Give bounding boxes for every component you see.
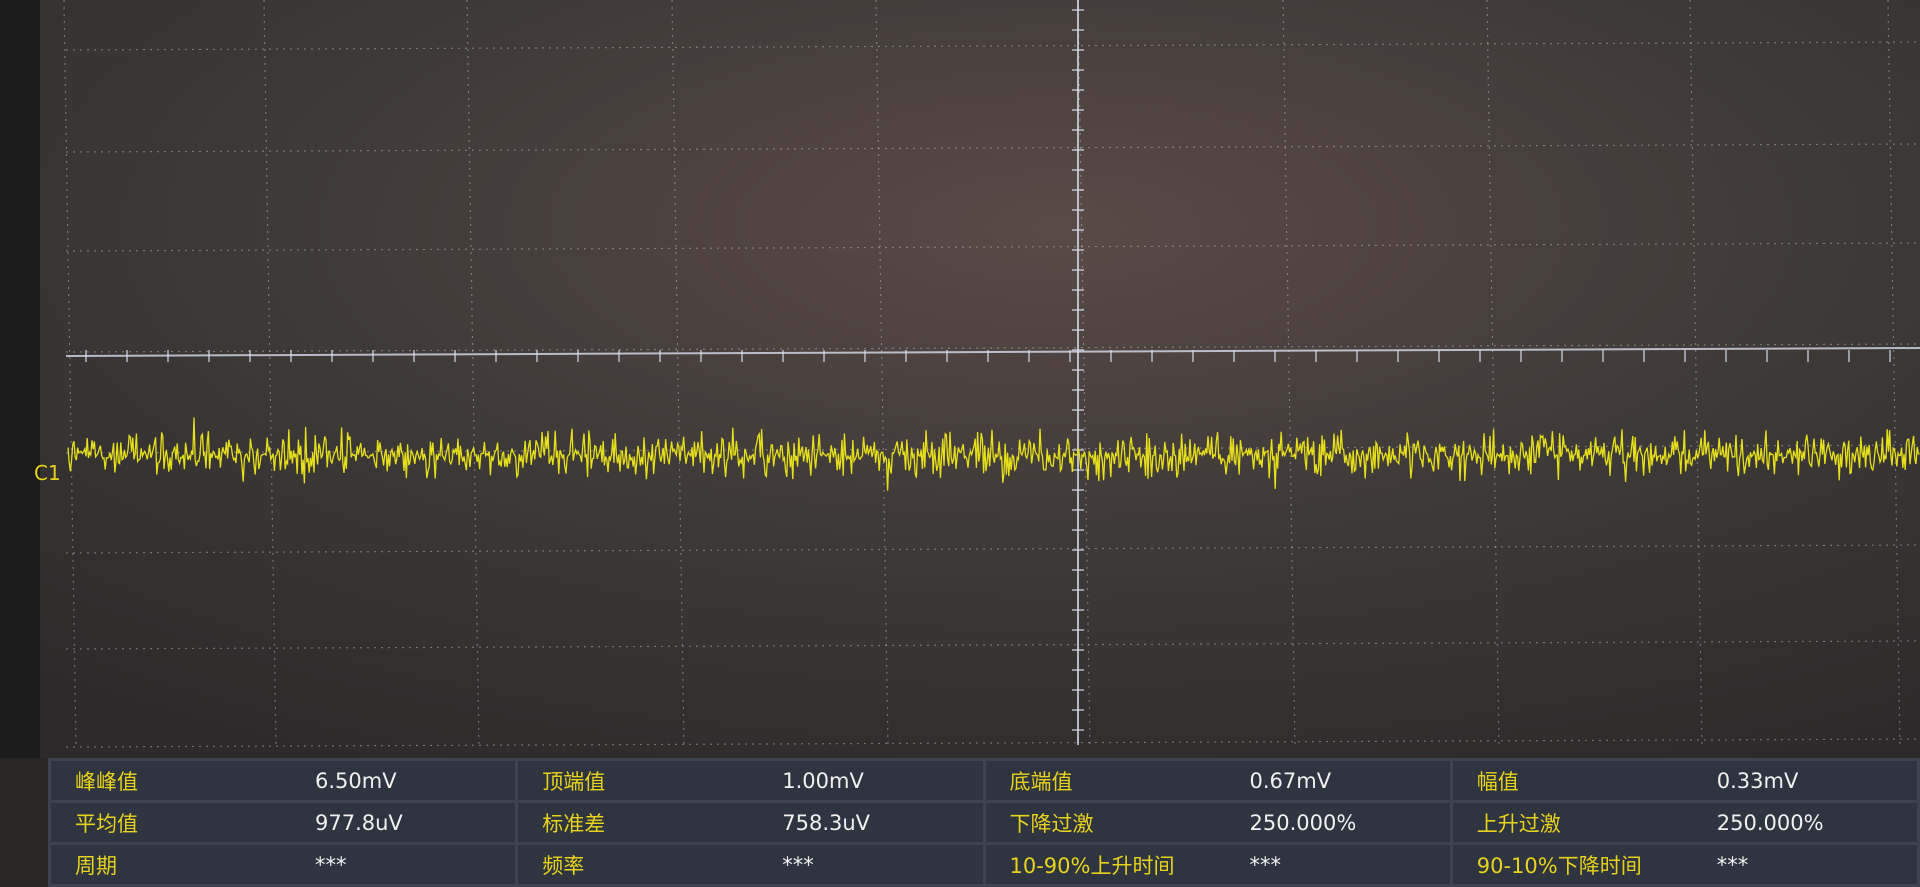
grid-line [65, 444, 1920, 454]
measurement-value: 250.000% [1716, 810, 1824, 835]
grid-line [65, 143, 1920, 153]
measurement-cell: 标准差 758.3uV [518, 803, 983, 842]
grid-line [65, 41, 1920, 51]
measurement-value: 977.8uV [315, 810, 403, 835]
measurement-value: 1.00mV [782, 768, 864, 793]
waveform [67, 417, 1920, 491]
measurement-cell: 周期 *** [51, 845, 516, 884]
measurement-label: 标准差 [542, 811, 606, 836]
grid-line [65, 544, 1920, 554]
measurement-cell: 90-10%下降时间 *** [1452, 845, 1917, 884]
bezel [0, 0, 40, 758]
measurement-cell: 底端值 0.67mV [985, 761, 1450, 800]
grid-line [65, 242, 1920, 252]
screen-background [0, 0, 1920, 758]
grid-line [65, 640, 1920, 650]
oscilloscope-screen: C1 [0, 0, 1920, 758]
measurement-cell: 下降过激 250.000% [985, 803, 1450, 842]
measurement-value: *** [315, 852, 347, 877]
measurement-label: 下降过激 [1009, 811, 1094, 836]
measurement-cell: 幅值 0.33mV [1452, 761, 1917, 800]
measurement-label: 上升过激 [1476, 811, 1561, 836]
grid-line [65, 343, 1920, 353]
measurement-cell: 上升过激 250.000% [1452, 803, 1917, 842]
measurement-value: 250.000% [1249, 810, 1357, 835]
measurement-value: 758.3uV [782, 810, 871, 835]
measurement-value: *** [782, 852, 814, 877]
measurement-label: 平均值 [75, 811, 138, 836]
measurement-table: 峰峰值 6.50mV 顶端值 1.00mV 底端值 0.67mV 幅值 0.33mV 平均值 97… [48, 758, 1920, 887]
measurement-label: 峰峰值 [75, 769, 138, 794]
grid-line [65, 738, 1920, 748]
measurement-label: 幅值 [1476, 769, 1519, 794]
measurement-label: 90-10%下降时间 [1476, 853, 1642, 878]
measurement-label: 10-90%上升时间 [1009, 853, 1175, 878]
measurement-cell: 频率 *** [518, 845, 983, 884]
channel-label: C1 [34, 461, 61, 485]
measurement-cell: 峰峰值 6.50mV [51, 761, 516, 800]
measurement-value: 6.50mV [315, 768, 397, 793]
measurement-value: 0.33mV [1716, 768, 1799, 793]
measurement-cell: 顶端值 1.00mV [518, 761, 983, 800]
grid [63, 0, 1920, 748]
measurement-value: *** [1716, 852, 1749, 877]
measurement-label: 顶端值 [542, 769, 606, 794]
measurement-cell: 平均值 977.8uV [51, 803, 516, 842]
measurement-value: *** [1249, 852, 1282, 877]
measurement-value: 0.67mV [1249, 768, 1332, 793]
grid-line [65, 347, 1920, 357]
measurement-cell: 10-90%上升时间 *** [985, 845, 1450, 884]
measurement-label: 频率 [542, 853, 585, 878]
measurement-label: 周期 [75, 853, 117, 878]
measurement-label: 底端值 [1009, 769, 1073, 794]
